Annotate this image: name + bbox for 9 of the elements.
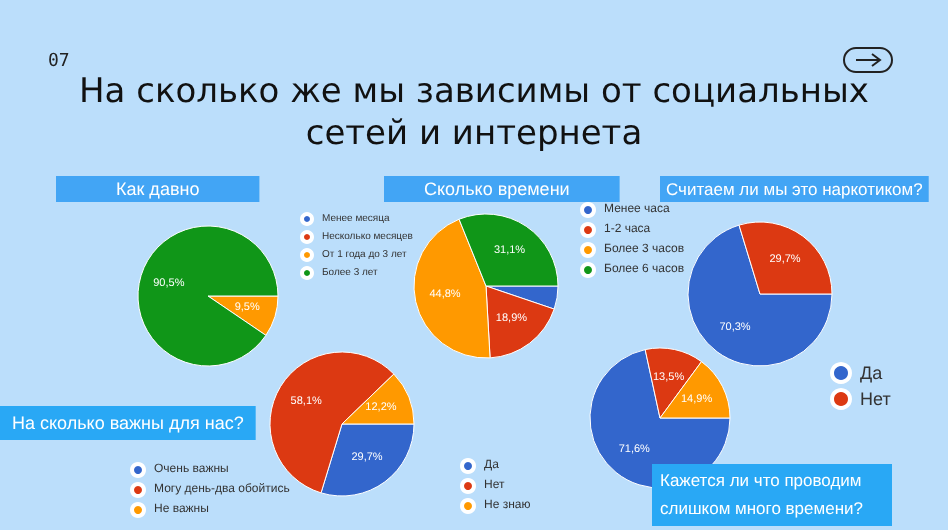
text: На сколько важны для нас?	[12, 413, 244, 433]
text: Кажется ли что проводим слишком много времени?	[652, 464, 892, 526]
chart-title: Сколько времени	[424, 179, 570, 199]
legend-label: Да	[860, 363, 883, 383]
text: 07	[48, 52, 70, 72]
text: На сколько же мы зависимы от социальных сетей и интернета	[77, 72, 871, 156]
chart-title: Считаем ли мы это наркотиком?	[666, 179, 924, 199]
legend-label: Нет	[860, 389, 891, 409]
chart-title: Как давно	[116, 179, 200, 199]
